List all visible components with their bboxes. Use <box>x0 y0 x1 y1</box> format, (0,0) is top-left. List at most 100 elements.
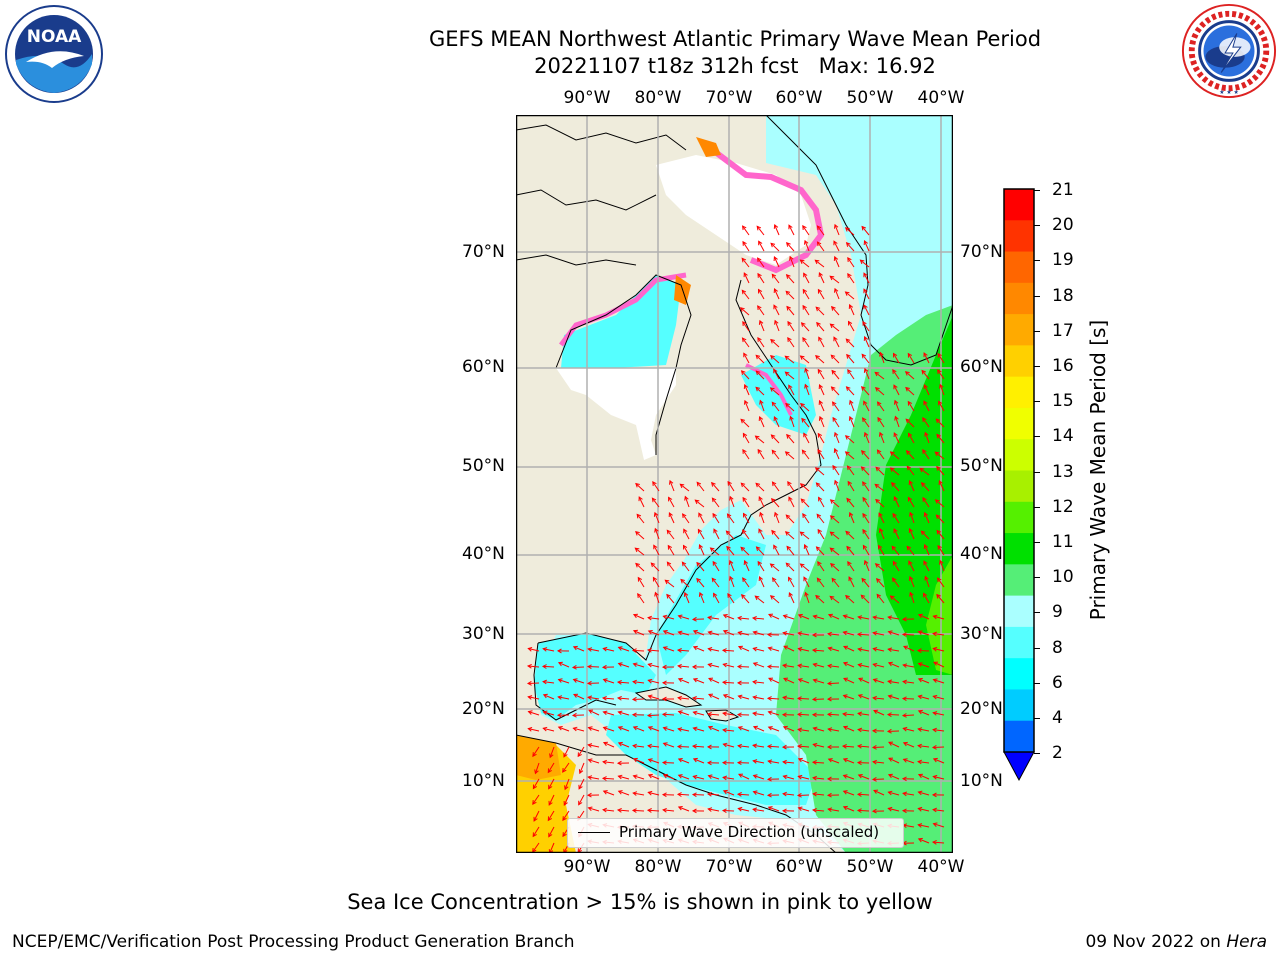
wave-arrow-head <box>829 323 835 329</box>
colorbar-tick-mark <box>1034 330 1040 332</box>
wave-arrow <box>918 695 930 700</box>
wave-arrow-head <box>681 561 687 567</box>
wave-arrow <box>633 630 645 636</box>
wave-arrow-head <box>860 466 866 471</box>
wave-arrow <box>648 774 660 780</box>
colorbar-segment <box>1004 470 1034 503</box>
wave-arrow <box>903 681 915 684</box>
wave-arrow-head <box>646 713 652 718</box>
wave-arrow-head <box>785 562 791 568</box>
wave-arrow <box>666 594 675 604</box>
wave-arrow-head <box>771 481 777 487</box>
wave-arrow-head <box>937 369 942 375</box>
wave-arrow <box>861 226 870 236</box>
wave-arrow <box>726 546 735 556</box>
wave-arrow-head <box>875 466 881 472</box>
wave-arrow <box>803 576 810 588</box>
lon-label-top-40w: 40°W <box>917 88 965 108</box>
wave-arrow <box>707 713 720 716</box>
wave-arrow <box>741 594 750 604</box>
wave-arrow-head <box>722 614 728 619</box>
wave-arrow <box>848 576 855 588</box>
wave-arrow <box>888 680 900 684</box>
colorbar-tick-mark <box>1034 190 1040 191</box>
lon-label-top-50w: 50°W <box>846 88 894 108</box>
sea-ice-hudson-edge <box>559 272 687 347</box>
lat-label-left-30n: 30°N <box>462 624 505 644</box>
wave-arrow-head <box>712 560 717 566</box>
wave-arrow <box>549 842 555 853</box>
wave-arrow-head <box>557 678 563 683</box>
wave-arrow <box>770 387 780 396</box>
wave-arrow <box>757 561 765 572</box>
wave-arrow <box>784 355 795 364</box>
wave-arrow-head <box>666 593 671 599</box>
wave-arrow-head <box>796 744 802 749</box>
wave-arrow-head <box>692 710 698 716</box>
wave-arrow-head <box>602 759 607 765</box>
wave-arrow-head <box>800 322 806 327</box>
wave-arrow-head <box>931 792 937 798</box>
wave-arrow-head <box>752 725 758 731</box>
wave-arrow <box>830 563 840 572</box>
wave-arrow-head <box>892 560 898 566</box>
wave-arrow <box>802 305 810 316</box>
wave-arrow-head <box>814 259 820 265</box>
wave-arrow-head <box>707 807 713 812</box>
wave-arrow <box>578 794 585 805</box>
wave-arrow-head <box>862 528 867 534</box>
wave-arrow-head <box>811 696 817 702</box>
wave-arrow <box>783 632 795 636</box>
wave-arrow-head <box>617 662 623 667</box>
chart-title: GEFS MEAN Northwest Atlantic Primary Wav… <box>0 26 1280 80</box>
wave-arrow-head <box>812 614 818 620</box>
wave-arrow <box>863 304 870 316</box>
wave-arrow-head <box>707 615 713 621</box>
wave-arrow <box>698 512 705 524</box>
wave-arrow <box>890 595 900 604</box>
wave-arrow-head <box>932 678 938 683</box>
wave-arrow-head <box>653 511 659 517</box>
wave-arrow <box>861 450 870 460</box>
wave-arrow <box>708 775 720 780</box>
wave-arrow-head <box>796 792 802 798</box>
wave-arrow-head <box>902 741 908 747</box>
wave-arrow <box>847 481 855 492</box>
wave-arrow <box>708 631 720 636</box>
wave-arrow-head <box>788 576 793 582</box>
wave-arrow <box>847 465 855 476</box>
colorbar-segment <box>1004 626 1034 659</box>
wave-arrow-head <box>726 513 732 519</box>
wave-arrow-head <box>587 758 593 763</box>
wave-arrow-head <box>562 767 567 773</box>
wave-arrow-head <box>752 695 758 700</box>
wave-arrow <box>692 697 705 700</box>
wave-arrow-head <box>729 495 734 501</box>
wave-arrow-head <box>711 577 717 583</box>
wave-arrow-head <box>654 591 659 597</box>
wave-arrow-head <box>587 775 593 780</box>
wave-arrow <box>662 713 675 716</box>
wave-arrow <box>873 697 885 700</box>
wave-arrow-head <box>533 816 538 822</box>
wave-arrow-head <box>862 544 868 550</box>
wave-arrow <box>817 561 825 572</box>
wave-arrow <box>924 576 930 588</box>
wave-arrow-head <box>788 384 793 390</box>
wave-arrow-head <box>707 630 713 636</box>
wave-arrow <box>783 664 795 668</box>
wave-arrow-head <box>861 417 867 423</box>
wave-arrow-head <box>662 742 668 747</box>
wave-arrow <box>723 712 735 716</box>
wave-arrow-head <box>646 647 652 653</box>
wave-arrow-head <box>811 712 817 718</box>
wave-arrow <box>857 745 870 748</box>
wave-arrow-head <box>834 287 839 293</box>
wave-arrow-head <box>752 807 758 813</box>
wave-arrow <box>813 679 825 684</box>
wave-arrow-head <box>741 225 747 231</box>
wave-arrow-head <box>766 776 772 782</box>
lat-label-left-40n: 40°N <box>462 544 505 564</box>
wave-arrow-head <box>783 645 789 650</box>
wave-arrow-head <box>817 368 823 374</box>
